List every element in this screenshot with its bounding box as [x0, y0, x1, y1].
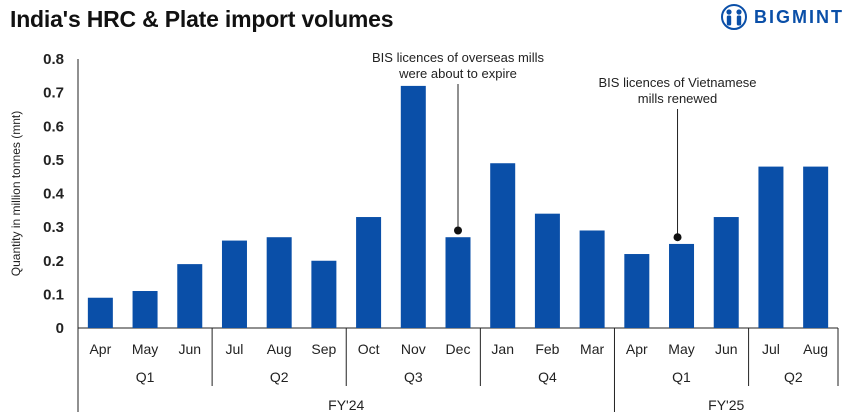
x-tick-label: Nov [401, 341, 426, 357]
bar-aug [803, 166, 829, 328]
annotation-text: mills renewed [638, 91, 717, 106]
x-tick-label: Jul [226, 341, 244, 357]
bar-oct [356, 217, 382, 328]
bigmint-logo-icon [721, 4, 747, 30]
y-tick-label: 0.6 [43, 118, 64, 135]
bar-jun [713, 217, 739, 328]
y-tick-label: 0.7 [43, 85, 64, 102]
bar-mar [579, 230, 605, 328]
x-tick-label: Jun [715, 341, 738, 357]
fiscal-year-label: FY'24 [328, 397, 364, 413]
bar-apr [624, 254, 650, 328]
bar-jul [758, 166, 784, 328]
x-tick-label: Sep [311, 341, 336, 357]
annotation-text: BIS licences of overseas mills [372, 50, 544, 65]
bar-may [132, 291, 158, 328]
quarter-label: Q1 [136, 369, 155, 385]
bar-jun [177, 264, 203, 328]
x-tick-label: Feb [535, 341, 559, 357]
brand-logo: BIGMINT [720, 4, 844, 30]
y-tick-label: 0 [56, 320, 64, 337]
x-tick-label: Aug [803, 341, 828, 357]
bar-dec [445, 237, 471, 328]
y-tick-label: 0.3 [43, 219, 64, 236]
bar-nov [400, 85, 426, 329]
quarter-label: Q4 [538, 369, 557, 385]
bar-apr [87, 297, 113, 328]
y-tick-label: 0.4 [43, 186, 65, 203]
x-tick-label: Dec [446, 341, 471, 357]
y-tick-label: 0.5 [43, 152, 64, 169]
annotation-text: BIS licences of Vietnamese [599, 75, 757, 90]
x-tick-label: Jun [178, 341, 201, 357]
x-tick-label: Aug [267, 341, 292, 357]
x-tick-label: Mar [580, 341, 604, 357]
bar-jan [490, 163, 516, 328]
bar-may [669, 243, 695, 328]
annotation-text: were about to expire [398, 66, 517, 81]
bar-jul [221, 240, 247, 328]
x-tick-label: May [668, 341, 694, 357]
x-tick-label: Oct [358, 341, 380, 357]
y-tick-label: 0.8 [43, 51, 64, 68]
brand-name: BIGMINT [754, 6, 844, 27]
fiscal-year-label: FY'25 [708, 397, 744, 413]
y-axis-title: Quantity in million tonnes (mnt) [9, 111, 23, 276]
bar-feb [534, 213, 560, 328]
x-tick-label: Jan [491, 341, 514, 357]
y-tick-label: 0.2 [43, 253, 64, 270]
chart-title: India's HRC & Plate import volumes [10, 6, 394, 32]
bar-aug [266, 237, 292, 328]
x-tick-label: May [132, 341, 158, 357]
quarter-label: Q3 [404, 369, 423, 385]
quarter-label: Q2 [784, 369, 803, 385]
x-tick-label: Jul [762, 341, 780, 357]
annotation-dot [673, 233, 682, 242]
quarter-label: Q1 [672, 369, 691, 385]
annotation-dot [454, 226, 462, 235]
y-tick-label: 0.1 [43, 286, 64, 303]
quarter-label: Q2 [270, 369, 289, 385]
x-tick-label: Apr [89, 341, 111, 357]
x-tick-label: Apr [626, 341, 648, 357]
bar-sep [311, 260, 337, 328]
